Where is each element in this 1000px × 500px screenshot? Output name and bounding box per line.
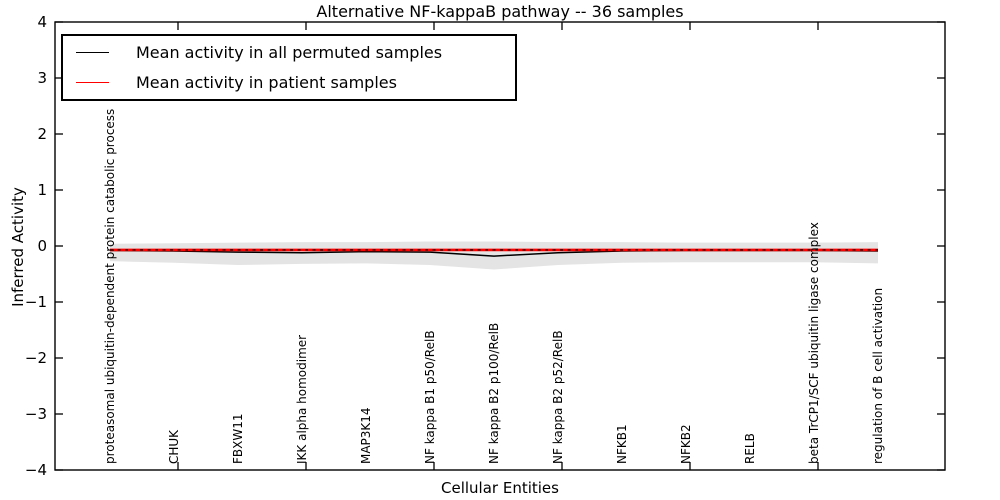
x-category-label: IKK alpha homodimer — [295, 335, 309, 464]
y-tick-label: −4 — [25, 461, 47, 479]
x-category-label: proteasomal ubiquitin-dependent protein … — [103, 109, 117, 464]
y-tick-label: 1 — [37, 181, 47, 199]
y-tick-label: 2 — [37, 125, 47, 143]
y-tick-label: 3 — [37, 69, 47, 87]
y-tick-label: −3 — [25, 405, 47, 423]
x-axis-label: Cellular Entities — [441, 479, 559, 497]
legend-item-label: Mean activity in all permuted samples — [136, 42, 443, 62]
x-category-label: regulation of B cell activation — [871, 288, 885, 464]
patient-line-swatch-icon — [76, 82, 109, 84]
x-category-label: NFKB1 — [615, 424, 629, 464]
x-category-label: CHUK — [167, 429, 181, 464]
x-category-label: FBXW11 — [231, 414, 245, 465]
x-category-label: RELB — [743, 433, 757, 464]
x-category-label: NF kappa B2 p100/RelB — [487, 323, 501, 464]
y-tick-label: −1 — [25, 293, 47, 311]
legend: Mean activity in all permuted samples Me… — [61, 34, 517, 101]
legend-item-label: Mean activity in patient samples — [136, 73, 397, 93]
y-tick-label: −2 — [25, 349, 47, 367]
x-category-label: MAP3K14 — [359, 407, 373, 464]
x-category-label: NFKB2 — [679, 424, 693, 464]
y-tick-label: 0 — [37, 237, 47, 255]
x-category-label: beta TrCP1/SCF ubiquitin ligase complex — [807, 222, 821, 464]
y-tick-label: 4 — [37, 13, 47, 31]
legend-item-permuted: Mean activity in all permuted samples — [63, 38, 515, 66]
permuted-line-swatch-icon — [76, 51, 109, 53]
legend-item-patient: Mean activity in patient samples — [63, 69, 515, 97]
x-category-label: NF kappa B2 p52/RelB — [551, 330, 565, 464]
x-category-label: NF kappa B1 p50/RelB — [423, 330, 437, 464]
chart-title: Alternative NF-kappaB pathway -- 36 samp… — [316, 2, 684, 21]
